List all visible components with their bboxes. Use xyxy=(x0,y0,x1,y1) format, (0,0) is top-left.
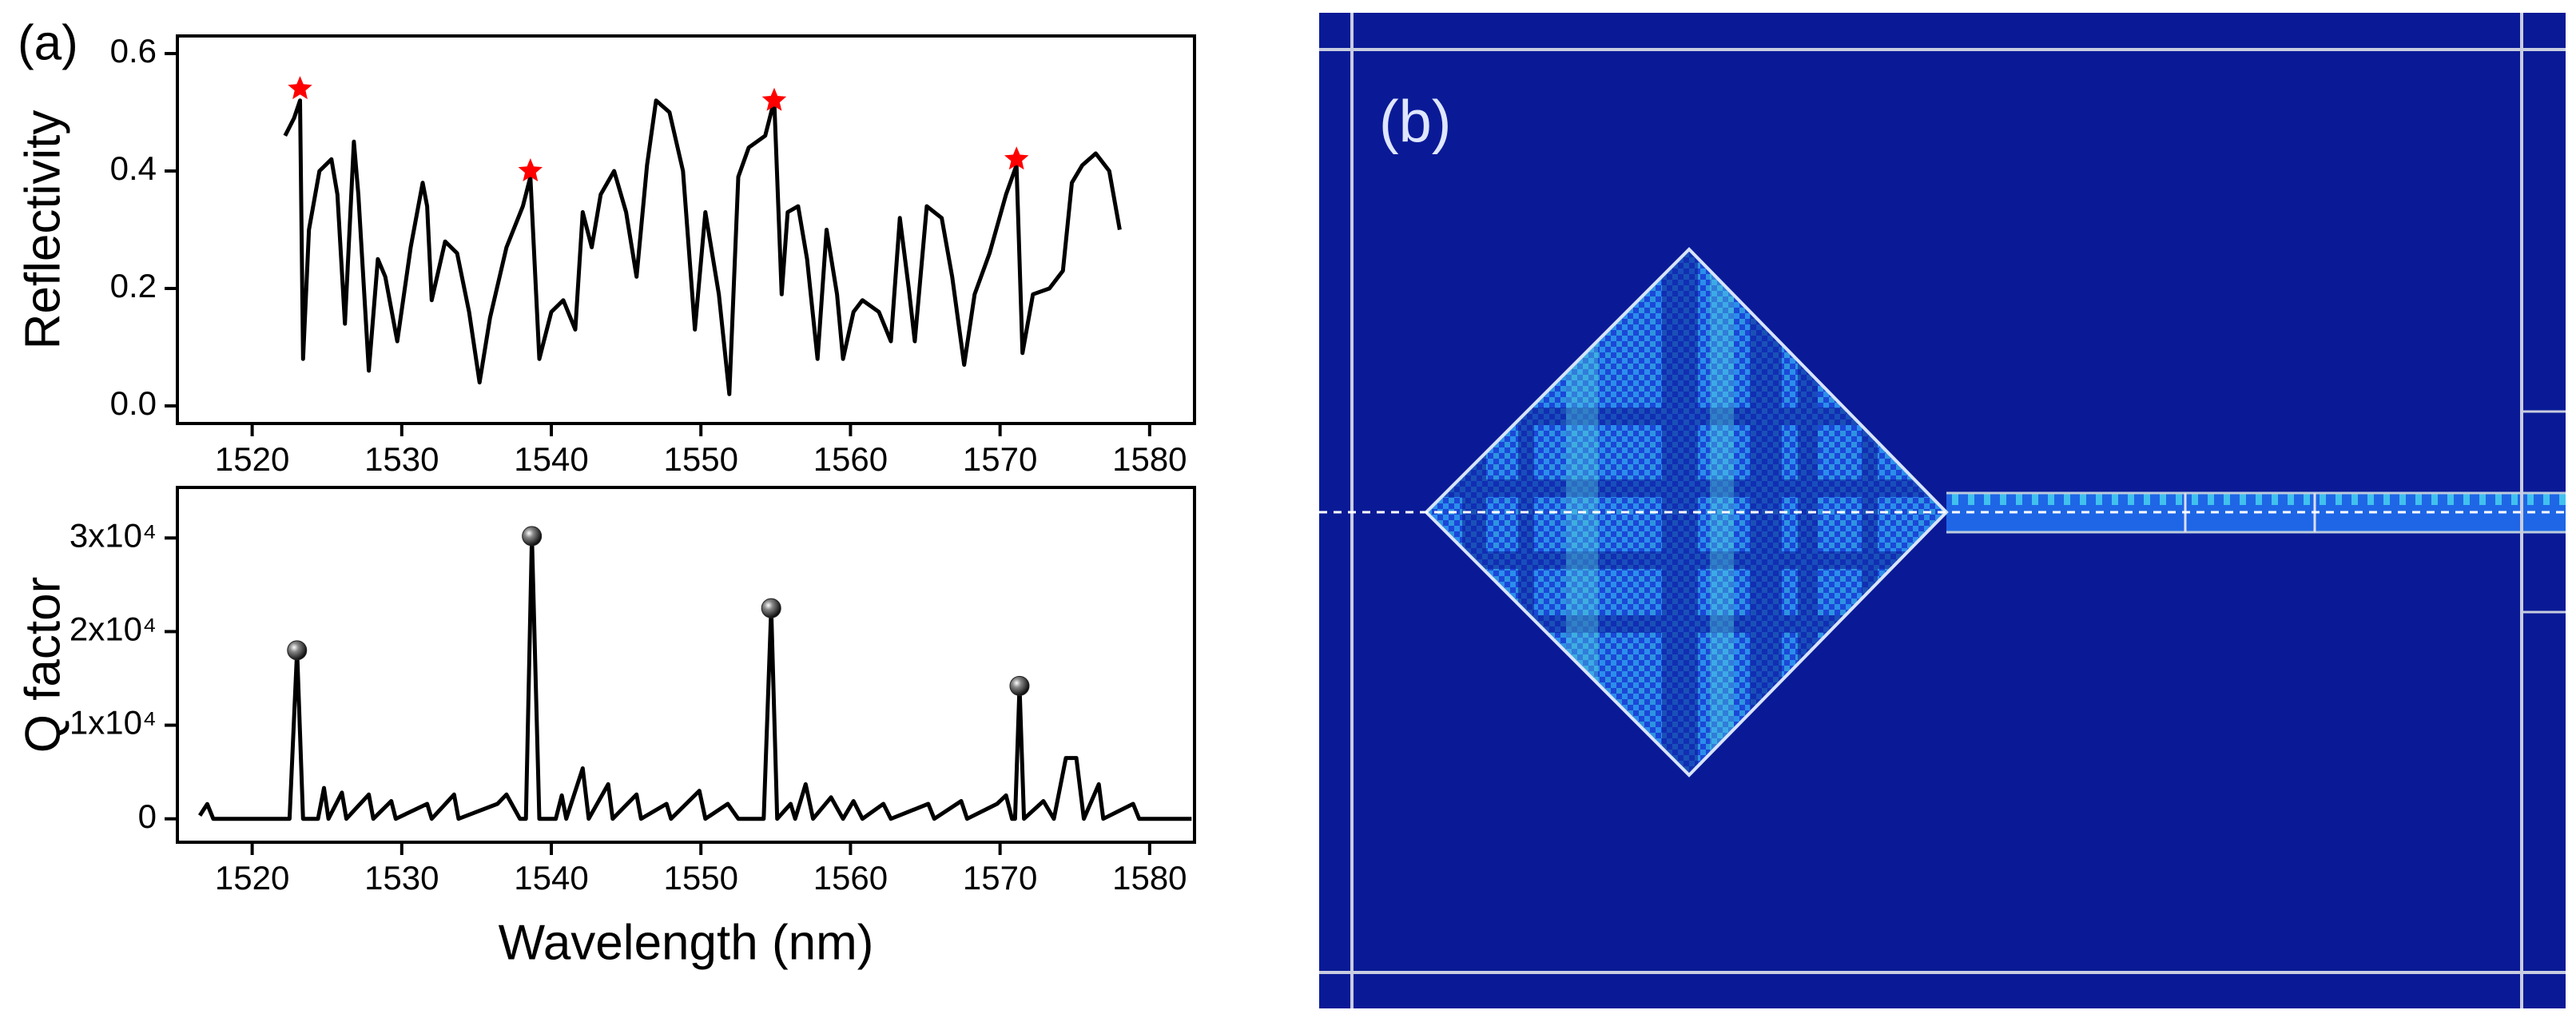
x-tick-label: 1520 xyxy=(215,440,289,478)
sphere-marker xyxy=(761,598,781,618)
y-tick-label: 0.2 xyxy=(110,267,157,304)
sphere-marker xyxy=(522,526,543,547)
y-tick-label: 1x10⁴ xyxy=(70,704,157,742)
data-line xyxy=(283,98,1122,396)
y-tick-label: 0.0 xyxy=(110,384,157,422)
star-marker xyxy=(518,158,543,181)
x-tick-label: 1530 xyxy=(364,440,439,478)
x-tick-label: 1550 xyxy=(664,859,738,897)
y-axis-label: Q factor xyxy=(15,577,70,754)
x-axis-label: Wavelength (nm) xyxy=(499,915,874,970)
x-tick-label: 1570 xyxy=(963,440,1037,478)
star-marker xyxy=(761,87,787,111)
data-line xyxy=(197,534,1192,821)
x-tick-label: 1570 xyxy=(963,859,1037,897)
y-axis-label: Reflectivity xyxy=(15,110,70,350)
y-tick-label: 2x10⁴ xyxy=(70,610,157,648)
plot-frame xyxy=(176,486,1196,844)
y-tick-label: 0.6 xyxy=(110,32,157,70)
y-tick-label: 3x10⁴ xyxy=(70,516,157,554)
x-tick-label: 1550 xyxy=(664,440,738,478)
star-marker xyxy=(288,76,312,100)
sphere-marker xyxy=(287,640,308,661)
plot-frame xyxy=(176,34,1196,425)
x-tick-label: 1540 xyxy=(514,859,588,897)
x-tick-label: 1560 xyxy=(813,440,888,478)
x-tick-label: 1530 xyxy=(364,859,439,897)
panel-label: (a) xyxy=(18,15,78,70)
x-tick-label: 1540 xyxy=(514,440,588,478)
y-tick-label: 0.4 xyxy=(110,149,157,187)
panel-label: (b) xyxy=(1379,89,1451,155)
sphere-marker xyxy=(1009,675,1030,696)
x-tick-label: 1580 xyxy=(1112,859,1187,897)
x-tick-label: 1560 xyxy=(813,859,888,897)
x-tick-label: 1580 xyxy=(1112,440,1187,478)
star-marker xyxy=(1004,146,1029,170)
field-map xyxy=(1319,13,2566,1008)
y-tick-label: 0 xyxy=(138,797,157,835)
x-tick-label: 1520 xyxy=(215,859,289,897)
